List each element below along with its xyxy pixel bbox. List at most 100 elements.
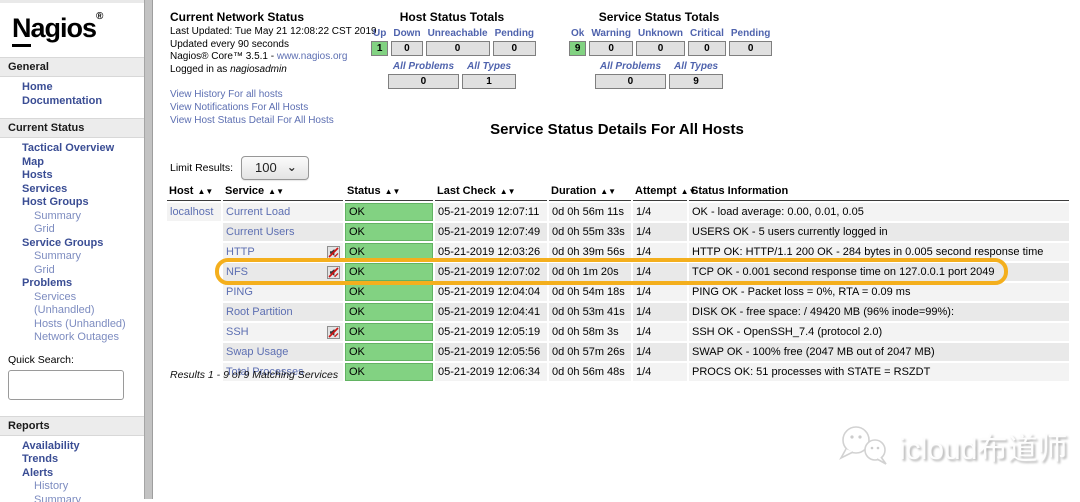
- sidebar-item-unhandled[interactable]: (Unhandled): [0, 304, 144, 318]
- chat-bubbles-logo-icon: [836, 424, 892, 468]
- sort-asc-icon[interactable]: ▲: [500, 187, 508, 196]
- all-problems-label[interactable]: All Problems: [388, 61, 459, 72]
- last-check-cell: 05-21-2019 12:06:34: [435, 363, 547, 381]
- sidebar-item-service-groups[interactable]: Service Groups: [0, 237, 144, 251]
- sidebar-item-hosts-unhandled[interactable]: Hosts (Unhandled): [0, 318, 144, 332]
- totals-header-critical[interactable]: Critical: [688, 28, 726, 39]
- sidebar-item-trends[interactable]: Trends: [0, 453, 144, 467]
- totals-header-down[interactable]: Down: [391, 28, 422, 39]
- last-check-cell: 05-21-2019 12:07:49: [435, 223, 547, 241]
- sidebar-item-documentation[interactable]: Documentation: [0, 95, 144, 109]
- sidebar-item-history[interactable]: History: [0, 480, 144, 494]
- totals-title: Service Status Totals: [566, 10, 752, 24]
- column-label: Duration: [551, 185, 596, 197]
- sort-desc-icon[interactable]: ▼: [205, 187, 213, 196]
- sort-desc-icon[interactable]: ▼: [276, 187, 284, 196]
- service-link[interactable]: Current Load: [226, 206, 290, 218]
- status-info-text: PING OK - Packet loss = 0%, RTA = 0.09 m…: [692, 286, 910, 298]
- status-info-text: DISK OK - free space: / 49420 MB (96% in…: [692, 306, 954, 318]
- last-check-cell: 05-21-2019 12:07:02: [435, 263, 547, 281]
- sort-desc-icon[interactable]: ▼: [608, 187, 616, 196]
- attempt-cell: 1/4: [633, 203, 687, 221]
- host-link[interactable]: localhost: [170, 206, 213, 218]
- service-link[interactable]: Root Partition: [226, 306, 293, 318]
- sidebar-section-header-general: General: [0, 57, 144, 77]
- last-check-cell: 05-21-2019 12:03:26: [435, 243, 547, 261]
- all-problems-value: 0: [388, 74, 459, 89]
- sidebar-item-alerts[interactable]: Alerts: [0, 467, 144, 481]
- totals-value-warning: 0: [589, 41, 633, 56]
- totals-value-unknown: 0: [636, 41, 685, 56]
- sort-asc-icon[interactable]: ▲: [600, 187, 608, 196]
- sidebar-item-summary[interactable]: Summary: [0, 210, 144, 224]
- service-cell-content: SSH: [226, 326, 340, 339]
- service-link[interactable]: Current Users: [226, 226, 294, 238]
- nagios-org-link[interactable]: www.nagios.org: [277, 51, 348, 62]
- attempt-cell: 1/4: [633, 303, 687, 321]
- sidebar-item-services[interactable]: Services: [0, 183, 144, 197]
- service-link[interactable]: SSH: [226, 326, 249, 338]
- totals-value-unreachable: 0: [426, 41, 490, 56]
- sidebar-item-map[interactable]: Map: [0, 156, 144, 170]
- totals-header-pending[interactable]: Pending: [493, 28, 536, 39]
- service-link[interactable]: Swap Usage: [226, 346, 288, 358]
- sort-icons: ▲▼: [268, 187, 284, 196]
- sort-icons: ▲▼: [385, 187, 401, 196]
- logged-in-user: nagiosadmin: [230, 64, 287, 75]
- all-types-label[interactable]: All Types: [462, 61, 516, 72]
- status-info-cell: PROCS OK: 51 processes with STATE = RSZD…: [689, 363, 1069, 381]
- sort-asc-icon[interactable]: ▲: [268, 187, 276, 196]
- service-link[interactable]: PING: [226, 286, 253, 298]
- duration-cell: 0d 0h 56m 11s: [549, 203, 631, 221]
- all-types-label[interactable]: All Types: [669, 61, 723, 72]
- network-status-block: Current Network Status Last Updated: Tue…: [170, 10, 400, 127]
- quick-search-input[interactable]: [8, 370, 124, 400]
- status-cell: OK: [345, 243, 433, 261]
- attempt-cell: 1/4: [633, 363, 687, 381]
- totals-header-unknown[interactable]: Unknown: [636, 28, 685, 39]
- frame-divider[interactable]: [144, 0, 153, 499]
- totals-header-unreachable[interactable]: Unreachable: [426, 28, 490, 39]
- sidebar-item-problems[interactable]: Problems: [0, 277, 144, 291]
- totals-header-up[interactable]: Up: [371, 28, 388, 39]
- view-link-view-notifications-for-all-hosts[interactable]: View Notifications For All Hosts: [170, 101, 400, 114]
- service-cell: NFS: [223, 263, 343, 281]
- status-info-text: USERS OK - 5 users currently logged in: [692, 226, 888, 238]
- sidebar-item-host-groups[interactable]: Host Groups: [0, 196, 144, 210]
- sidebar-item-tactical-overview[interactable]: Tactical Overview: [0, 142, 144, 156]
- sidebar-item-summary[interactable]: Summary: [0, 494, 144, 502]
- last-check-cell: 05-21-2019 12:04:41: [435, 303, 547, 321]
- totals-header-warning[interactable]: Warning: [589, 28, 633, 39]
- nagios-logo[interactable]: Nagios®: [0, 3, 144, 47]
- sidebar-item-network-outages[interactable]: Network Outages: [0, 331, 144, 345]
- sort-asc-icon[interactable]: ▲: [385, 187, 393, 196]
- view-link-view-history-for-all-hosts[interactable]: View History For all hosts: [170, 88, 400, 101]
- column-label: Host: [169, 185, 193, 197]
- column-label: Status: [347, 185, 381, 197]
- sidebar-item-availability[interactable]: Availability: [0, 440, 144, 454]
- all-problems-label[interactable]: All Problems: [595, 61, 666, 72]
- sort-desc-icon[interactable]: ▼: [393, 187, 401, 196]
- sidebar-item-grid[interactable]: Grid: [0, 264, 144, 278]
- sidebar-item-home[interactable]: Home: [0, 81, 144, 95]
- service-link[interactable]: NFS: [226, 266, 248, 278]
- column-header-duration: Duration ▲▼: [549, 184, 631, 201]
- sidebar-section-header-reports: Reports: [0, 416, 144, 436]
- sidebar-item-summary[interactable]: Summary: [0, 250, 144, 264]
- totals-header-ok[interactable]: Ok: [569, 28, 586, 39]
- sort-desc-icon[interactable]: ▼: [508, 187, 516, 196]
- column-label: Last Check: [437, 185, 496, 197]
- totals-header-pending[interactable]: Pending: [729, 28, 772, 39]
- column-header-last-check: Last Check ▲▼: [435, 184, 547, 201]
- sidebar-item-grid[interactable]: Grid: [0, 223, 144, 237]
- host-cell: [167, 343, 221, 361]
- service-cell: Swap Usage: [223, 343, 343, 361]
- column-label: Status Information: [691, 185, 788, 197]
- sidebar-item-hosts[interactable]: Hosts: [0, 169, 144, 183]
- limit-results-select[interactable]: 100 ⌄: [241, 156, 309, 180]
- sidebar-item-services[interactable]: Services: [0, 291, 144, 305]
- service-link[interactable]: HTTP: [226, 246, 255, 258]
